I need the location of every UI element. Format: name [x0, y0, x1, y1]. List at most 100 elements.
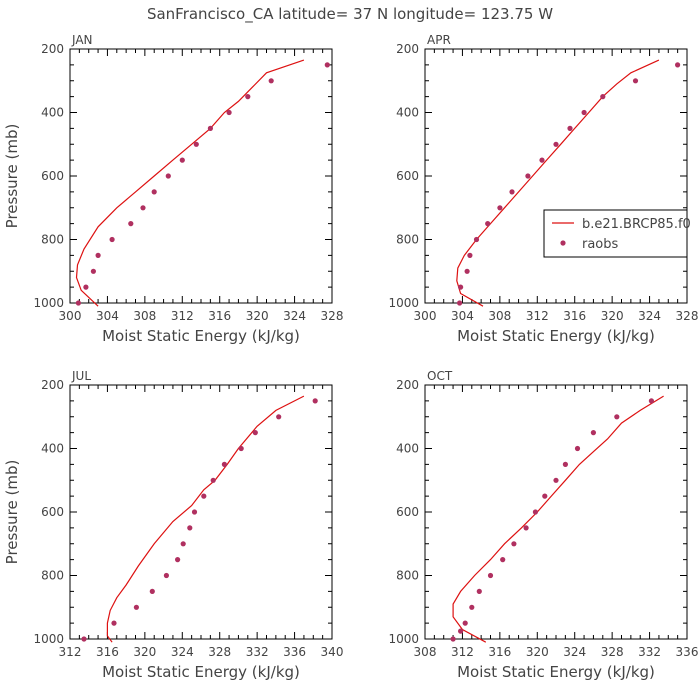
x-tick-label: 308 — [133, 309, 156, 323]
panel-oct: 308 312 316 320 324 328 332 336 200 400 600 800 1000… — [388, 369, 698, 681]
raobs-point — [193, 141, 199, 147]
raobs-point — [312, 398, 318, 404]
y-tick-label: 400 — [41, 442, 64, 456]
model-line-jan — [75, 59, 305, 307]
raobs-point — [175, 557, 181, 563]
x-axis-label: Moist Static Energy (kJ/kg) — [102, 327, 300, 345]
panel-label-jan: JAN — [71, 33, 93, 47]
raobs-point — [149, 588, 155, 595]
y-tick-label: 600 — [396, 169, 419, 183]
raobs-point — [487, 572, 494, 579]
raobs-point — [90, 268, 96, 274]
y-axis-label: Pressure (mb) — [3, 124, 21, 229]
x-tick-label: 320 — [526, 645, 549, 659]
legend: b.e21.BRCP85.f0 raobs — [543, 209, 691, 258]
raobs-point — [83, 284, 89, 290]
raobs-point — [140, 205, 146, 211]
raobs-point — [221, 461, 227, 467]
x-tick-label: 340 — [321, 645, 344, 659]
raobs-point — [109, 236, 115, 243]
x-tick-label: 324 — [283, 309, 306, 323]
y-tick-label: 600 — [41, 169, 64, 183]
x-tick-label: 308 — [414, 645, 437, 659]
raobs-point — [464, 268, 470, 274]
raobs-point — [81, 636, 87, 642]
raobs-point — [276, 414, 282, 420]
raobs-point — [523, 525, 529, 531]
x-tick-label: 320 — [246, 309, 269, 323]
x-tick-label: 332 — [638, 645, 661, 659]
y-tick-label: 800 — [41, 233, 64, 247]
y-tick-label: 200 — [41, 42, 64, 56]
x-tick-label: 316 — [208, 309, 231, 323]
x-tick-label: 312 — [59, 645, 82, 659]
y-tick-label: 1000 — [33, 296, 64, 310]
x-tick-label: 328 — [208, 645, 231, 659]
panel-jul: 312 316 320 324 328 332 336 340 200 400 600 800 1000… — [3, 369, 343, 681]
x-tick-label: 312 — [526, 309, 549, 323]
raobs-point — [268, 78, 274, 84]
raobs-point — [207, 125, 213, 131]
y-tick-label: 1000 — [388, 296, 419, 310]
legend-box — [543, 209, 688, 258]
raobs-point — [497, 205, 503, 211]
raobs-point — [191, 509, 198, 515]
raobs-point — [245, 94, 251, 100]
raobs-point — [457, 300, 463, 306]
raobs-point — [458, 628, 464, 634]
y-tick-label: 600 — [41, 505, 64, 519]
raobs-point — [648, 398, 655, 404]
x-tick-label: 308 — [488, 309, 511, 323]
x-tick-label: 300 — [59, 309, 82, 323]
raobs-point — [632, 78, 639, 84]
y-tick-label: 1000 — [388, 632, 419, 646]
model-line-oct — [452, 395, 664, 643]
raobs-point — [581, 109, 587, 116]
legend-obs-swatch — [560, 240, 566, 246]
y-tick-label: 800 — [41, 569, 64, 583]
x-axis-label: Moist Static Energy (kJ/kg) — [102, 663, 300, 681]
y-tick-label: 400 — [41, 106, 64, 120]
raobs-point — [574, 445, 581, 452]
raobs-point — [187, 525, 193, 531]
raobs-point — [539, 157, 545, 163]
x-tick-label: 320 — [601, 309, 624, 323]
raobs-point — [165, 173, 171, 179]
raobs-point — [163, 572, 169, 579]
x-tick-label: 304 — [96, 309, 119, 323]
x-tick-label: 328 — [321, 309, 344, 323]
raobs-point — [111, 620, 117, 626]
x-tick-label: 316 — [488, 645, 511, 659]
panel-label-apr: APR — [427, 33, 451, 47]
raobs-point — [553, 477, 559, 483]
raobs-point — [562, 461, 569, 467]
y-tick-label: 200 — [41, 378, 64, 392]
raobs-point — [238, 445, 244, 452]
plot-frame-apr — [424, 48, 688, 304]
x-tick-label: 312 — [171, 309, 194, 323]
model-line-jul — [106, 395, 305, 643]
raobs-point — [462, 620, 468, 626]
plot-frame-jan — [69, 48, 333, 304]
raobs-point — [614, 414, 620, 420]
raobs-point — [467, 252, 473, 258]
raobs-point — [542, 493, 548, 499]
raobs-point — [180, 541, 186, 547]
raobs-point — [553, 141, 559, 147]
x-axis-label: Moist Static Energy (kJ/kg) — [457, 663, 655, 681]
raobs-point — [133, 604, 139, 610]
raobs-point — [509, 189, 515, 195]
raobs-point — [201, 493, 207, 499]
raobs-point — [128, 221, 134, 227]
x-tick-label: 336 — [283, 645, 306, 659]
raobs-point — [590, 430, 597, 436]
raobs-point — [210, 477, 216, 483]
raobs-point — [226, 109, 232, 116]
x-tick-label: 312 — [451, 645, 474, 659]
x-tick-label: 316 — [96, 645, 119, 659]
raobs-point — [469, 604, 475, 610]
x-tick-label: 324 — [638, 309, 661, 323]
y-tick-label: 600 — [396, 505, 419, 519]
plot-frame-oct — [424, 384, 688, 640]
